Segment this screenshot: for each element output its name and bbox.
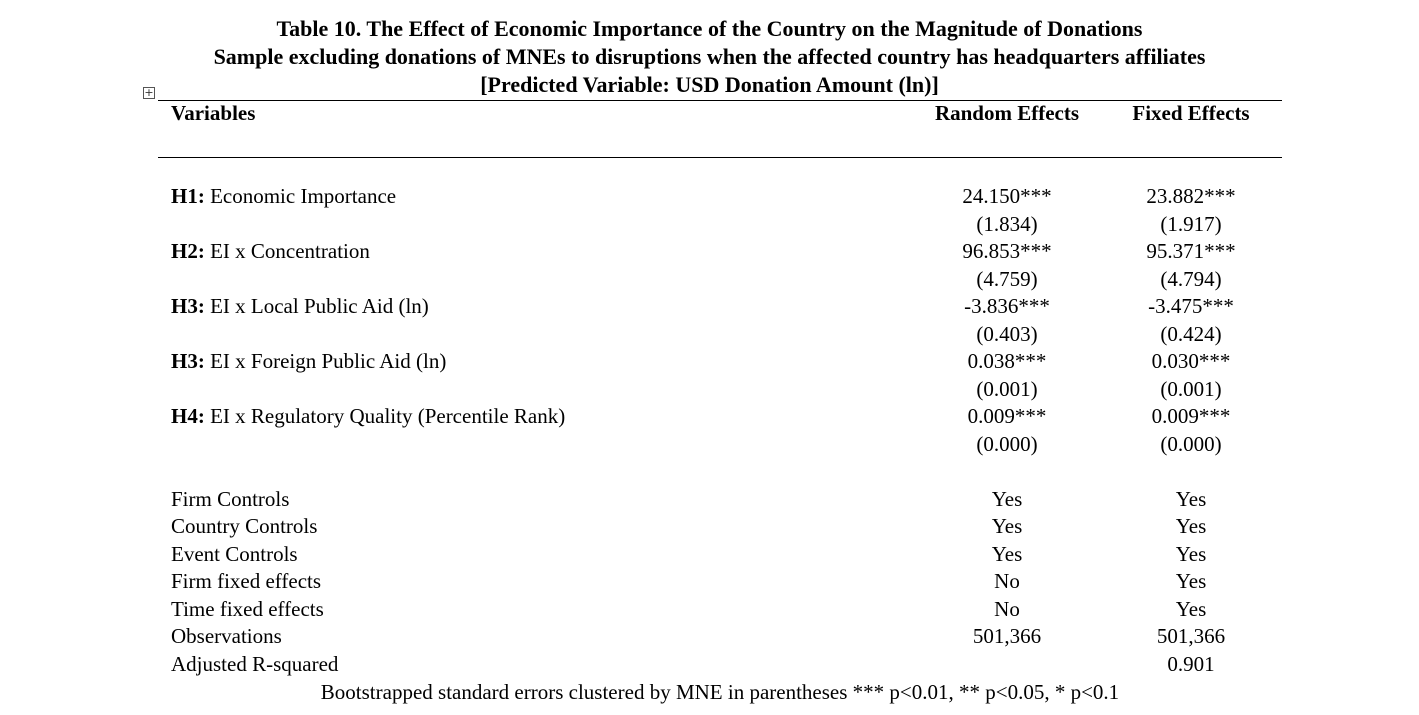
hypothesis-row-label: H4: EI x Regulatory Quality (Percentile … [171,403,565,430]
control-row-label: Adjusted R-squared [171,652,339,676]
hypothesis-prefix: H1: [171,184,205,208]
re-standard-error: (4.759) [976,267,1038,291]
fe-standard-error: (0.424) [1160,322,1222,346]
hypothesis-label: Economic Importance [204,184,397,208]
predicted-variable-label: [Predicted Variable: USD Donation Amount… [480,72,939,97]
re-coefficient: 24.150*** [962,184,1052,208]
hypothesis-label: EI x Foreign Public Aid (ln) [204,349,447,373]
control-row-label: Firm Controls [171,487,290,511]
hypothesis-row-label: H1: Economic Importance [171,183,396,210]
hypothesis-prefix: H2: [171,239,205,263]
hypothesis-row-label: H3: EI x Local Public Aid (ln) [171,293,429,320]
table-top-rule [158,100,1282,101]
hypothesis-prefix: H3: [171,349,205,373]
hypothesis-label: EI x Concentration [204,239,370,263]
header-random-effects: Random Effects [934,101,1080,125]
re-standard-error: (1.834) [976,212,1038,236]
re-control-value: Yes [991,514,1023,538]
fe-control-value: 501,366 [1156,624,1226,648]
fe-standard-error: (0.000) [1160,432,1222,456]
fe-coefficient: 0.030*** [1151,349,1231,373]
control-row-label: Firm fixed effects [171,569,322,593]
hypothesis-row-label: H2: EI x Concentration [171,238,370,265]
re-standard-error: (0.000) [976,432,1038,456]
fe-coefficient: -3.475*** [1148,294,1234,318]
control-row-label: Time fixed effects [171,597,324,621]
hypothesis-label: EI x Local Public Aid (ln) [204,294,429,318]
fe-coefficient: 23.882*** [1146,184,1236,208]
re-control-value: Yes [991,487,1023,511]
fe-control-value: 0.901 [1167,652,1215,676]
re-coefficient: 0.009*** [967,404,1047,428]
fe-standard-error: (0.001) [1160,377,1222,401]
hypothesis-label: EI x Regulatory Quality (Percentile Rank… [204,404,566,428]
control-row-label: Country Controls [171,514,318,538]
fe-control-value: Yes [1175,542,1207,566]
table-title: Table 10. The Effect of Economic Importa… [276,16,1143,41]
header-variables: Variables [171,101,256,125]
fe-coefficient: 95.371*** [1146,239,1236,263]
re-coefficient: -3.836*** [964,294,1050,318]
re-standard-error: (0.403) [976,322,1038,346]
hypothesis-prefix: H3: [171,294,205,318]
re-control-value: No [994,597,1020,621]
re-coefficient: 0.038*** [967,349,1047,373]
re-control-value: 501,366 [972,624,1042,648]
fe-coefficient: 0.009*** [1151,404,1231,428]
control-row-label: Event Controls [171,542,298,566]
header-bottom-rule [158,157,1282,158]
fe-control-value: Yes [1175,514,1207,538]
control-row-label: Observations [171,624,282,648]
hypothesis-prefix: H4: [171,404,205,428]
table-subtitle: Sample excluding donations of MNEs to di… [213,44,1206,69]
re-standard-error: (0.001) [976,377,1038,401]
re-coefficient: 96.853*** [962,239,1052,263]
hypothesis-row-label: H3: EI x Foreign Public Aid (ln) [171,348,446,375]
fe-standard-error: (1.917) [1160,212,1222,236]
fe-control-value: Yes [1175,597,1207,621]
re-control-value: Yes [991,542,1023,566]
fe-control-value: Yes [1175,569,1207,593]
fe-control-value: Yes [1175,487,1207,511]
table-move-handle-icon[interactable]: + [143,86,155,99]
fe-standard-error: (4.794) [1160,267,1222,291]
re-control-value: No [994,569,1020,593]
table-footnote: Bootstrapped standard errors clustered b… [320,680,1120,704]
header-fixed-effects: Fixed Effects [1132,101,1250,125]
